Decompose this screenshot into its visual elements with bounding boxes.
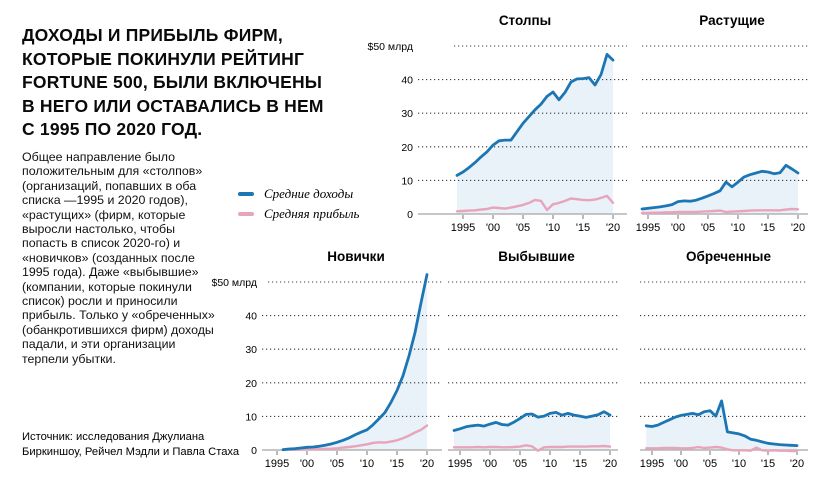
revenue-area (646, 400, 797, 450)
y-tick-label: 30 (401, 108, 413, 120)
profit-line-swatch-icon (238, 212, 254, 216)
y-tick-label: 0 (407, 209, 413, 221)
x-tick-label: '20 (791, 222, 805, 234)
x-tick-label: '00 (300, 458, 314, 470)
x-tick-label: '15 (576, 222, 590, 234)
revenue-area (457, 54, 613, 215)
page-title-line: КОТОРЫЕ ПОКИНУЛИ РЕЙТИНГ (22, 48, 305, 69)
x-tick-label: '20 (603, 458, 617, 470)
legend-label-profit: Средняя прибыль (264, 206, 360, 221)
x-tick-label: '05 (516, 222, 530, 234)
y-tick-label: 20 (245, 378, 257, 390)
page-title-line: ДОХОДЫ И ПРИБЫЛЬ ФИРМ, (22, 25, 283, 45)
source-note-line: Биркиншоу, Рейчел Мэдли и Павла Стаха (22, 446, 240, 458)
legend-item-revenue: Средние доходы (238, 184, 359, 204)
chart-plot: 1995 '00 '05 '10 '15 '20 (636, 45, 808, 234)
revenue-area (454, 411, 610, 450)
chart-plot: 1995 '00 '05 '10 '15 '20 (640, 281, 808, 470)
chart-doomed: Обреченные 1995 '00 '05 '10 '15 '20 (632, 248, 817, 476)
profit-line (640, 207, 800, 215)
x-tick-label: '00 (674, 458, 688, 470)
chart-plot: 1995 '00 '05 '10 '15 '20 (448, 281, 618, 470)
x-tick-label: '05 (513, 458, 527, 470)
profit-line (645, 445, 799, 453)
profit-line (452, 444, 612, 452)
x-tick-label: '05 (330, 458, 344, 470)
x-tick-label: '10 (543, 458, 557, 470)
revenue-line (281, 273, 429, 452)
x-tick-label: '15 (573, 458, 587, 470)
revenue-line-swatch-icon (238, 192, 254, 196)
x-tick-label: '15 (761, 458, 775, 470)
page-title: ДОХОДЫ И ПРИБЫЛЬ ФИРМ, КОТОРЫЕ ПОКИНУЛИ … (22, 24, 362, 142)
x-tick-label: '00 (671, 222, 685, 234)
revenue-line (644, 399, 799, 447)
revenue-line (455, 53, 615, 177)
chart-title: Выбывшие (498, 249, 575, 264)
legend: Средние доходы Средняя прибыль (238, 184, 359, 224)
x-tick-label: '05 (701, 222, 715, 234)
chart-title: Обреченные (686, 249, 771, 264)
y-tick-label: $50 млрд (212, 277, 257, 289)
x-tick-label: 1995 (636, 222, 660, 234)
legend-item-profit: Средняя прибыль (238, 204, 359, 224)
x-tick-label: '10 (546, 222, 560, 234)
page-title-line: С 1995 ПО 2020 ГОД. (22, 119, 203, 139)
intro-paragraph: Общее направление было положительным для… (22, 150, 215, 366)
chart-growers: Растущие 1995 '00 '05 '10 '15 '20 (630, 12, 822, 240)
x-tick-label: 1995 (640, 458, 664, 470)
y-tick-label: 30 (245, 344, 257, 356)
legend-label-revenue: Средние доходы (264, 186, 354, 201)
revenue-line (452, 410, 612, 432)
x-tick-label: 1995 (265, 458, 289, 470)
x-tick-label: '10 (731, 222, 745, 234)
source-note-line: Источник: исследования Джулиана (22, 431, 205, 443)
page-title-line: В НЕГО ИЛИ ОСТАВАЛИСЬ В НЕМ (22, 95, 324, 116)
chart-plot: 1995 '00 '05 '10 '15 '20 0 10 20 30 40 $50 млрд (212, 273, 442, 470)
x-tick-label: 1995 (451, 222, 475, 234)
x-tick-label: '20 (606, 222, 620, 234)
y-tick-label: $50 млрд (367, 41, 413, 53)
profit-line (281, 424, 429, 451)
x-tick-label: '10 (732, 458, 746, 470)
chart-pillars: Столпы 1995 '00 '05 '10 '15 '20 0 10 20 30 40 $50 м… (360, 12, 632, 240)
x-tick-label: '00 (483, 458, 497, 470)
x-tick-label: '05 (703, 458, 717, 470)
profit-line (455, 194, 615, 213)
x-tick-label: '15 (390, 458, 404, 470)
chart-plot: 1995 '00 '05 '10 '15 '20 0 10 20 30 40 $50 млрд (367, 41, 627, 234)
x-tick-label: '15 (761, 222, 775, 234)
y-tick-label: 0 (251, 445, 257, 457)
x-tick-label: '20 (790, 458, 804, 470)
y-tick-label: 40 (245, 311, 257, 323)
page-title-line: FORTUNE 500, БЫЛИ ВКЛЮЧЕНЫ (22, 72, 323, 92)
y-tick-label: 10 (401, 175, 413, 187)
y-tick-label: 20 (401, 142, 413, 154)
x-tick-label: '10 (360, 458, 374, 470)
chart-newcomers: Новички 1995 '00 '05 '10 '15 '20 0 10 20 30 40 $50 … (212, 248, 450, 476)
chart-title: Растущие (699, 13, 765, 28)
chart-title: Столпы (498, 13, 552, 28)
revenue-area (283, 274, 427, 450)
x-tick-label: '00 (486, 222, 500, 234)
x-tick-label: '20 (420, 458, 434, 470)
source-note: Источник: исследования Джулиана Биркиншо… (22, 430, 239, 460)
chart-title: Новички (327, 249, 385, 264)
y-tick-label: 40 (401, 75, 413, 87)
y-tick-label: 10 (245, 411, 257, 423)
chart-dropouts: Выбывшие 1995 '00 '05 '10 '15 '20 (440, 248, 625, 476)
revenue-line (640, 163, 800, 211)
x-tick-label: 1995 (448, 458, 472, 470)
